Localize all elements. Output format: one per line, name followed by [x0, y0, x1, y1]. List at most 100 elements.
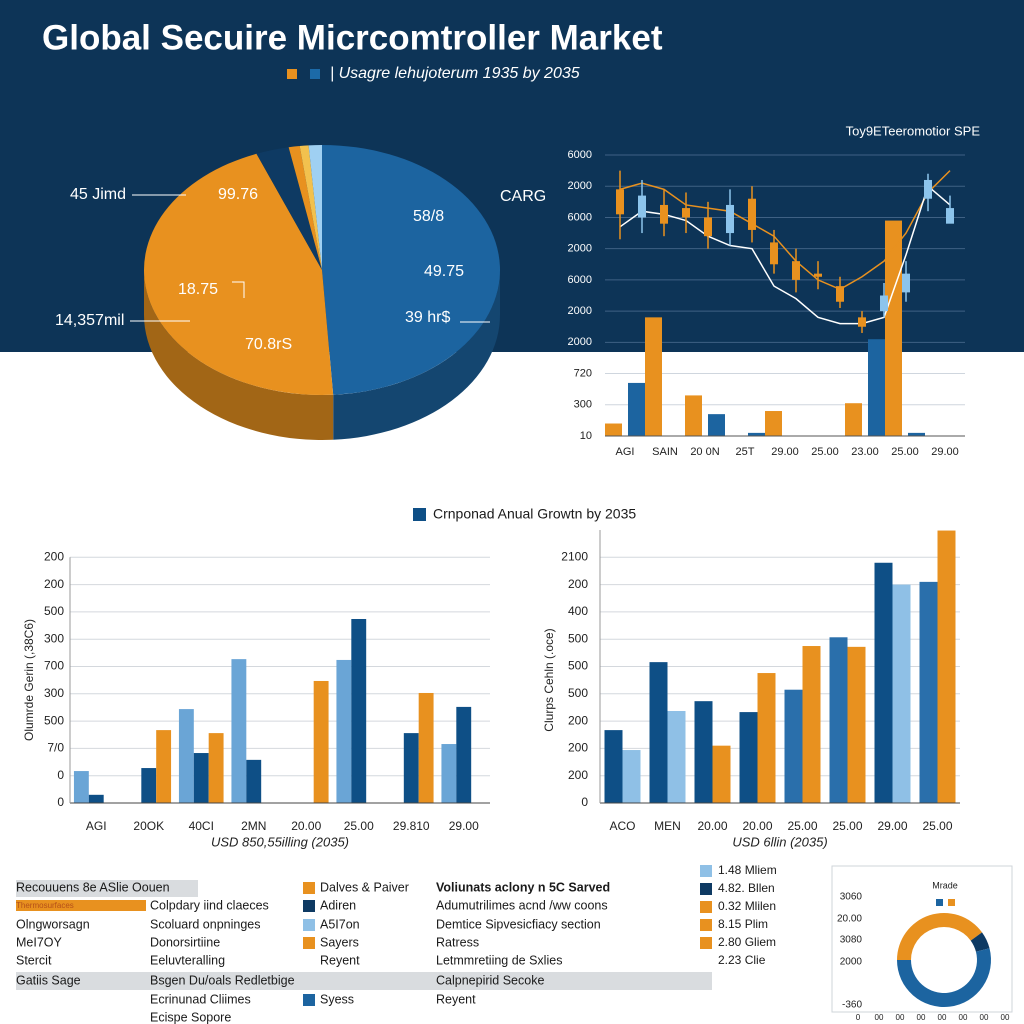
bar	[441, 744, 457, 803]
pie-annotation: 99.76	[218, 186, 258, 203]
y-tick-label: 20.00	[837, 914, 862, 925]
bar	[892, 584, 911, 803]
table-cell: Demtice Sipvesicfiacy section	[436, 917, 601, 931]
candle-body	[814, 273, 822, 277]
y-tick-label: 500	[568, 686, 588, 700]
candle-body	[770, 242, 778, 265]
candle-body	[748, 198, 756, 230]
y-tick-label: 200	[44, 549, 64, 563]
trend-line	[619, 184, 951, 325]
candle-body	[704, 217, 712, 237]
table-cell: Recouuens 8e ASlie Oouen	[16, 880, 170, 894]
table-cell: MeI7OY	[16, 935, 63, 949]
y-tick-label: 0	[57, 795, 64, 809]
donut-key	[948, 899, 955, 906]
bar	[712, 745, 731, 803]
table-cell: Syess	[320, 992, 354, 1006]
donut-slice	[897, 948, 991, 1007]
y-tick-label: 2000	[568, 336, 592, 348]
table-cell: Olngworsagn	[16, 917, 90, 931]
bar	[313, 680, 329, 803]
y-tick-label: 300	[44, 686, 64, 700]
trend-line	[619, 170, 951, 291]
candle-body	[792, 261, 800, 280]
x-axis-title: USD 6llin (2035)	[732, 834, 827, 849]
y-tick-label: 500	[44, 604, 64, 618]
table-cell: Dalves & Paiver	[320, 880, 409, 894]
x-tick-label: 00	[938, 1013, 947, 1022]
row-highlight	[16, 972, 712, 990]
pie-annotation: 45 Jimd	[70, 186, 126, 203]
pie-annotation: 14,357mil	[55, 312, 124, 329]
candle-body	[726, 204, 734, 234]
pie-annotation: 39 hr$	[405, 309, 450, 326]
bar	[748, 432, 765, 436]
x-tick-label: ACO	[609, 819, 635, 833]
bar	[336, 659, 352, 803]
legend-label: 8.15 Plim	[718, 917, 768, 931]
y-tick-label: 300	[44, 631, 64, 645]
x-tick-label: AGI	[86, 819, 107, 833]
y-tick-label: 2000	[568, 243, 592, 255]
legend-key	[700, 865, 712, 877]
x-tick-label: 00	[875, 1013, 884, 1022]
x-tick-label: 2MN	[241, 819, 266, 833]
bar	[868, 339, 885, 436]
bar	[73, 771, 89, 803]
table-cell: Voliunats aclony n 5C Sarved	[436, 880, 610, 894]
y-tick-label: 500	[568, 631, 588, 645]
candle-body	[638, 195, 646, 218]
pie-side	[333, 270, 500, 440]
candle-body	[924, 179, 932, 199]
x-tick-label: 20 0N	[690, 446, 719, 458]
cell-highlight	[16, 900, 146, 911]
x-tick-label: 20.00	[291, 819, 321, 833]
legend-key	[700, 919, 712, 931]
table-key	[303, 882, 315, 894]
pie-slice	[322, 145, 500, 395]
bar	[178, 709, 194, 803]
table-cell: Letmmretiing de Sxlies	[436, 953, 562, 967]
y-tick-label: -360	[842, 1000, 862, 1011]
bar	[604, 730, 623, 803]
page-title: Global Secuire Micrcomtroller Market	[42, 18, 663, 57]
candle-body	[880, 295, 888, 312]
pie-annotation: 70.8rS	[245, 336, 292, 353]
bar	[156, 730, 172, 803]
bar	[908, 432, 925, 436]
bar	[885, 220, 902, 436]
bar	[649, 662, 668, 803]
table-key	[303, 919, 315, 931]
x-tick-label: 0	[856, 1013, 861, 1022]
donut-title: Mrade	[932, 880, 958, 890]
x-tick-label: 25.00	[922, 819, 952, 833]
table-cell: Ecrinunad Cliimes	[150, 992, 251, 1006]
bar	[708, 414, 725, 436]
pie-annotation: 49.75	[424, 263, 464, 280]
y-tick-label: 700	[44, 659, 64, 673]
y-tick-label: 500	[44, 713, 64, 727]
bar	[622, 750, 641, 803]
y-tick-label: 200	[568, 768, 588, 782]
table-cell: Ecispe Sopore	[150, 1010, 231, 1024]
bar	[765, 411, 782, 436]
table-cell: A5I7on	[320, 917, 360, 931]
bar	[231, 659, 247, 803]
pie-slice	[288, 145, 322, 270]
bar	[739, 712, 758, 803]
table-cell: Colpdary iind claeces	[150, 898, 269, 912]
y-tick-label: 0	[57, 768, 64, 782]
subtitle-key	[310, 69, 320, 79]
x-tick-label: 25.00	[891, 446, 919, 458]
bar	[845, 403, 862, 436]
candle-body	[682, 208, 690, 218]
y-tick-label: 2000	[840, 957, 863, 968]
y-tick-label: 0	[581, 795, 588, 809]
legend-label: 2.23 Clie	[718, 953, 766, 967]
y-axis-title: Clurps Cehln (.oce)	[542, 628, 556, 731]
table-cell: Calpnepirid Secoke	[436, 973, 544, 987]
bar	[628, 382, 645, 436]
section-title: Crnponad Anual Growtn by 2035	[433, 506, 636, 522]
donut-key	[936, 899, 943, 906]
bar	[667, 710, 686, 803]
